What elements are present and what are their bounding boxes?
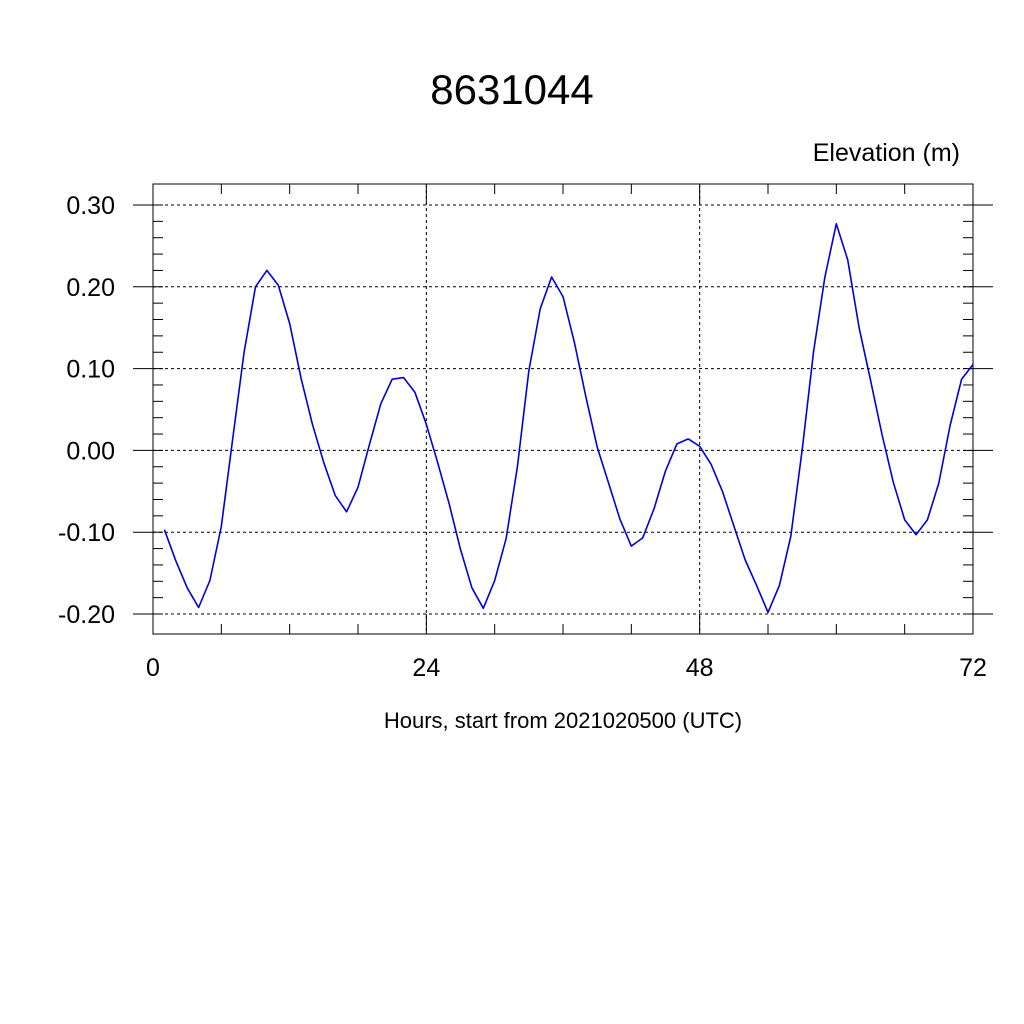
chart-title: 8631044 [430, 66, 594, 113]
y-axis-label: Elevation (m) [812, 139, 960, 167]
y-tick-label: 0.20 [66, 274, 115, 302]
x-tick-label: 48 [686, 654, 714, 682]
x-axis-label: Hours, start from 2021020500 (UTC) [383, 708, 743, 733]
x-tick-label: 0 [146, 654, 160, 682]
plot-frame [152, 183, 974, 635]
y-tick-label: 0.10 [66, 356, 115, 384]
elevation-series-line [163, 223, 974, 614]
x-tick-label: 72 [959, 654, 987, 682]
x-tick-label: 24 [412, 654, 440, 682]
y-tick-label: 0.30 [66, 192, 115, 220]
y-tick-label: -0.20 [58, 601, 115, 629]
y-tick-label: -0.10 [58, 519, 115, 547]
y-tick-label: 0.00 [66, 437, 115, 465]
